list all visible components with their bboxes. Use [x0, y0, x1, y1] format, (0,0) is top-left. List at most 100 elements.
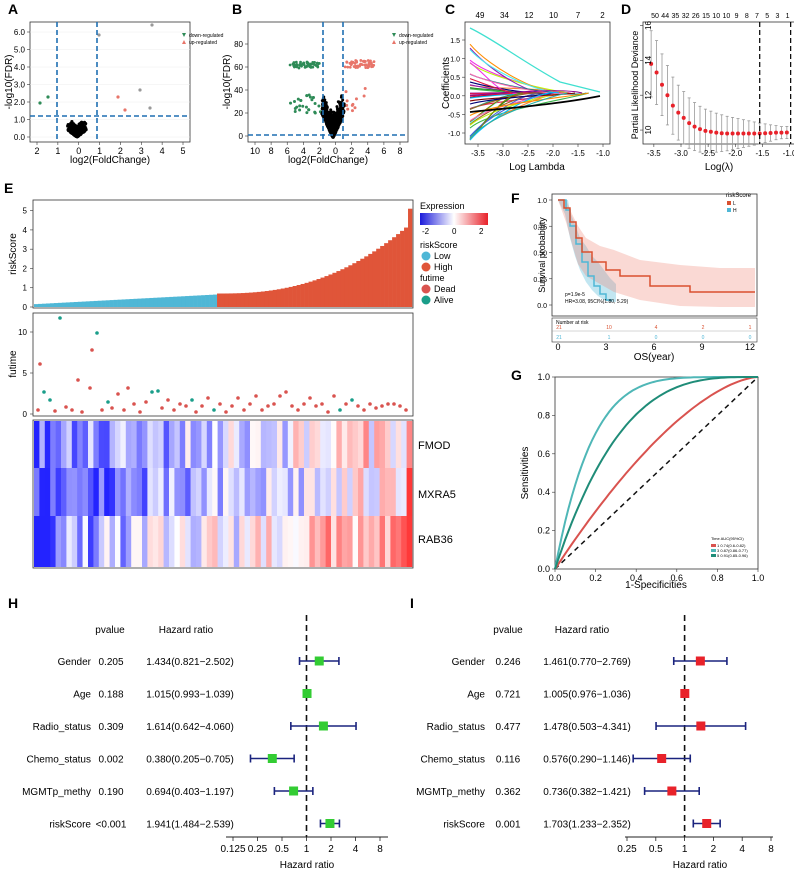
risk-score-bar	[181, 296, 186, 307]
panel-g-ylabel: Sensitivities	[520, 447, 531, 500]
alive-patient-point	[58, 316, 62, 320]
risk-score-bar	[284, 287, 289, 307]
cv-deviance-point	[757, 131, 762, 136]
panel-f-hr: HR=3.08, 95CI%(1.80, 5.29)	[565, 299, 629, 305]
dead-patient-point	[36, 408, 40, 412]
heatmap-cell	[368, 516, 375, 567]
panel-a-xlabel: log2(FoldChange)	[70, 155, 150, 166]
futime-legend-title: futime	[420, 273, 445, 283]
risk-score-bar	[344, 267, 349, 307]
heatmap-cell	[282, 516, 289, 567]
cv-deviance-point	[784, 130, 789, 135]
heatmap-cell	[212, 516, 218, 567]
panel-b-gene-point	[301, 104, 305, 108]
risk-score-bar	[312, 280, 317, 307]
heatmap-cell	[147, 516, 154, 567]
panel-a-gene-point	[78, 133, 82, 137]
heatmap-cell	[190, 516, 197, 567]
heatmap-cell	[88, 468, 94, 516]
panel-a-xtick-label: 2	[34, 146, 39, 156]
dead-patient-point	[392, 402, 396, 406]
risk-score-bar	[224, 293, 230, 307]
panel-d-top-tick: 7	[755, 13, 759, 20]
panel-f-ylabel: Survival probability	[537, 217, 547, 293]
panel-a-volcano: 2 1 0 1 2 3 4 5 0.0 1.0 2.0 3.0 4.0 5.0 6.0 log2(Fold…	[4, 21, 224, 166]
risk-score-bar	[145, 298, 150, 307]
i-hr-marker	[657, 754, 667, 763]
dead-patient-point	[178, 402, 182, 406]
risk-score-bar	[141, 298, 146, 307]
heatmap-cell	[196, 421, 202, 468]
risk-score-bar	[213, 294, 218, 307]
heatmap-cell	[125, 421, 132, 468]
cv-deviance-point	[714, 130, 719, 135]
panel-label-h: H	[8, 595, 18, 611]
heatmap-cell	[109, 421, 116, 468]
i-row-hr: 1.703(1.233−2.352)	[543, 820, 631, 831]
h-row-hr: 1.434(0.821−2.502)	[146, 657, 234, 668]
cv-deviance-point	[660, 82, 664, 87]
risk-score-bar	[45, 303, 51, 307]
expression-legend-title: Expression	[420, 201, 465, 211]
panel-b-gene-point	[303, 65, 307, 69]
heatmap-cell	[406, 468, 413, 516]
risk-score-bar	[69, 302, 75, 307]
panel-a-gene-point	[75, 133, 80, 137]
panel-b-xtick-label: 6	[285, 146, 290, 156]
heatmap-cell	[309, 421, 316, 468]
panel-b-gene-point	[345, 99, 349, 103]
panel-c-xtick-label: -1.5	[571, 149, 585, 158]
risk-score-bar	[240, 293, 246, 307]
panel-b-legend-down: down-regulated	[399, 33, 434, 39]
heatmap-cell	[66, 421, 73, 468]
alive-swatch	[421, 295, 431, 305]
h-row-name: Chemo_status	[27, 755, 91, 766]
risk-score-bar	[121, 299, 126, 307]
panel-b-gene-point	[298, 104, 302, 108]
panel-b-gene-point	[313, 111, 317, 115]
panel-a-xtick-label: 4	[160, 146, 165, 156]
panel-d-xtick-label: -3.5	[647, 149, 661, 158]
roc-legend-swatch-1	[711, 544, 716, 547]
risk-table-high-count: 2	[702, 325, 705, 331]
panel-a-xtick-label: 5	[180, 146, 185, 156]
panel-b-gene-point	[310, 98, 314, 102]
panel-b-gene-point	[305, 94, 309, 98]
panel-b-gene-point	[336, 125, 340, 129]
heatmap-cell	[163, 421, 170, 468]
heatmap-cell	[385, 468, 391, 516]
heatmap-cell	[34, 468, 40, 516]
panel-b-ytick-label: 0	[239, 132, 244, 141]
panel-b-gene-point	[289, 101, 293, 105]
panel-d-xtick-label: -1.0	[783, 149, 794, 158]
gene-label-rab36: RAB36	[418, 534, 453, 546]
risk-score-bar	[288, 286, 293, 307]
cv-deviance-point	[649, 61, 654, 66]
heatmap-cell	[320, 516, 326, 567]
risk-score-bar	[65, 302, 71, 307]
heatmap-cell	[304, 421, 310, 468]
gene-label-mxra5: MXRA5	[418, 489, 456, 501]
risk-score-bar	[232, 293, 238, 307]
risk-score-bar	[244, 292, 250, 307]
heatmap-cell	[34, 516, 40, 567]
panel-f-legend-l: L	[733, 201, 736, 207]
heatmap-cell	[260, 421, 267, 468]
heatmap-cell	[244, 516, 251, 567]
lasso-coefficient-path	[469, 49, 557, 94]
panel-b-ytick-label: 20	[234, 109, 243, 118]
heatmap-cell	[341, 516, 348, 567]
heatmap-cell	[163, 468, 170, 516]
panel-b-gene-point	[316, 65, 320, 69]
panel-f-ytick-label: 1.0	[537, 198, 547, 205]
panel-b-ytick-label: 80	[234, 40, 243, 49]
panel-b-gene-point	[353, 61, 357, 65]
panel-c-ytick-label: 1.5	[450, 38, 460, 45]
panel-b-gene-point	[344, 90, 348, 94]
panel-b-ytick-label: 40	[234, 86, 243, 95]
heatmap-cell	[66, 468, 73, 516]
heatmap-cell	[255, 421, 262, 468]
heatmap-cell	[77, 516, 83, 567]
i-row-hr: 1.461(0.770−2.769)	[543, 657, 631, 668]
panel-b-gene-point	[328, 127, 332, 131]
